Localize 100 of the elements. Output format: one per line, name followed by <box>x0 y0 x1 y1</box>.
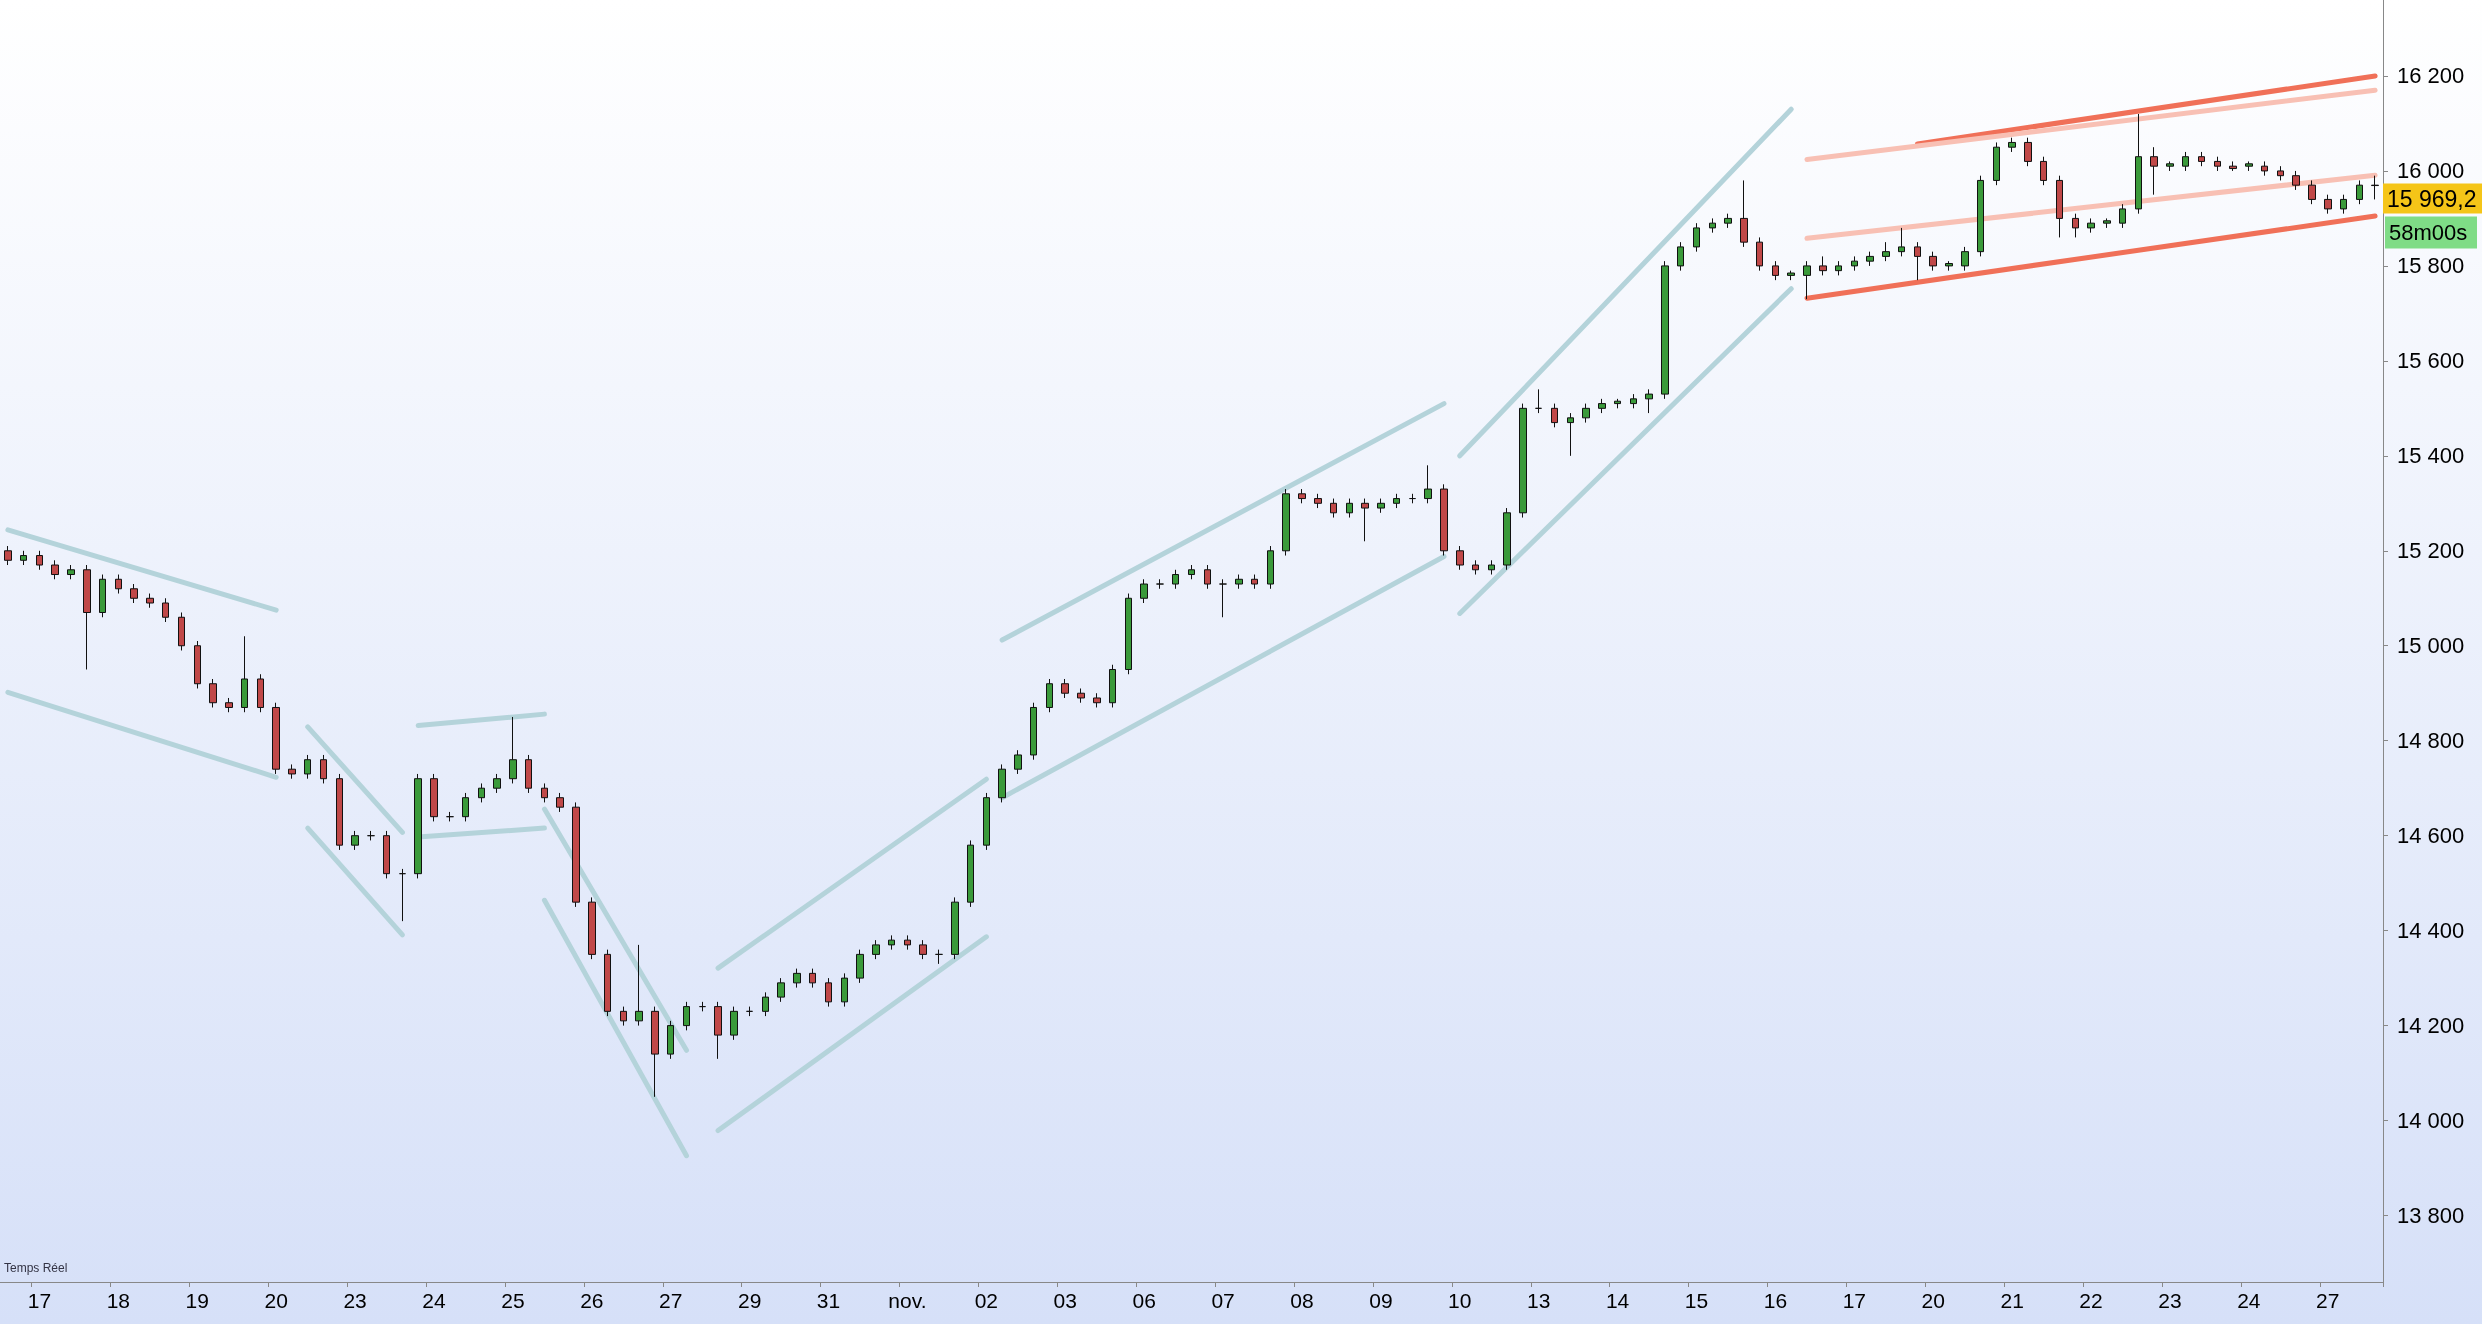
candlestick <box>651 1006 659 1098</box>
candlestick <box>2119 203 2126 229</box>
candlestick <box>1756 236 1763 272</box>
candlestick <box>2072 213 2079 238</box>
x-tick-label: 03 <box>1053 1289 1077 1312</box>
candlestick <box>935 949 943 965</box>
x-tick-label: 25 <box>501 1289 525 1312</box>
candlestick <box>2292 170 2300 191</box>
candlestick <box>1125 593 1132 675</box>
candlestick <box>1835 260 1842 276</box>
candlestick <box>2261 160 2268 177</box>
candlestick <box>2308 179 2316 205</box>
candlestick <box>1267 545 1274 590</box>
y-tick-label: 14 400 <box>2397 918 2465 944</box>
candlestick <box>2340 194 2347 215</box>
candlestick <box>1724 213 1732 229</box>
candlestick <box>762 991 769 1017</box>
x-tick-label: 19 <box>185 1289 209 1312</box>
candlestick <box>2198 151 2205 167</box>
candlestick <box>51 559 59 580</box>
candlestick <box>1819 255 1827 276</box>
x-tick-label: 16 <box>1763 1289 1788 1312</box>
candlestick <box>194 640 201 689</box>
candlestick <box>414 773 422 879</box>
candlestick <box>130 583 138 604</box>
candlestick <box>446 811 454 822</box>
candlestick <box>1677 241 1684 272</box>
candlestick <box>1188 564 1195 580</box>
candlestick <box>478 782 485 803</box>
candlestick <box>336 773 343 851</box>
candlestick <box>99 574 106 618</box>
candlestick <box>367 830 375 841</box>
text: 58m00s <box>2389 220 2468 246</box>
candlestick <box>1014 749 1022 775</box>
candlestick <box>1346 498 1353 519</box>
x-tick-label: 29 <box>737 1289 762 1312</box>
candlestick <box>2056 175 2063 238</box>
x-tick-label: 18 <box>106 1289 131 1312</box>
candlestick <box>1851 255 1858 272</box>
candlestick <box>730 1006 738 1041</box>
candlestick <box>1393 493 1400 509</box>
candlestick <box>2371 175 2379 200</box>
candlestick <box>1661 260 1669 400</box>
candlestick <box>1235 574 1243 590</box>
candlestick <box>1582 403 1590 424</box>
x-tick-label: 23 <box>2158 1289 2182 1312</box>
y-tick-label: 15 200 <box>2397 538 2465 564</box>
candlestick <box>1109 664 1116 708</box>
candlestick <box>683 1001 690 1031</box>
candlestick <box>2245 160 2253 172</box>
candlestick <box>430 773 438 822</box>
candlestick <box>2277 165 2284 181</box>
x-tick-label: 08 <box>1290 1289 1314 1312</box>
candlestick <box>493 773 501 794</box>
candlestick <box>2087 217 2095 234</box>
candlestick <box>1330 498 1337 519</box>
candlestick <box>1409 493 1416 504</box>
candlestick <box>225 697 233 713</box>
candlestick <box>572 801 580 908</box>
candlestick <box>1093 692 1101 708</box>
candlestick <box>1772 260 1779 281</box>
candlestick <box>115 574 122 595</box>
candlestick <box>462 792 469 822</box>
candlestick <box>1314 493 1322 509</box>
candlestick <box>2166 160 2174 172</box>
candlestick <box>2008 137 2016 153</box>
candlestick <box>1740 179 1748 248</box>
x-tick-label: 02 <box>974 1289 999 1312</box>
candlestick <box>2103 217 2111 229</box>
candlestick <box>20 550 27 566</box>
candlestick <box>1440 483 1448 557</box>
candlestick <box>1488 559 1495 576</box>
candlestick <box>1630 393 1637 409</box>
candlestick <box>2356 179 2363 205</box>
x-tick-label: 24 <box>422 1289 446 1312</box>
candlestick <box>1551 403 1558 428</box>
candlestick <box>1172 569 1179 590</box>
candlestick <box>320 754 327 784</box>
candlestick <box>825 977 832 1008</box>
candlestick <box>1456 545 1464 571</box>
candlestick <box>1693 222 1700 253</box>
x-tick-label: 14 <box>1605 1289 1630 1312</box>
x-tick-label: 15 <box>1684 1289 1709 1312</box>
candlestick <box>793 968 801 989</box>
candlestick <box>1803 260 1811 300</box>
candlestick <box>1251 574 1258 590</box>
y-tick-label: 14 000 <box>2397 1108 2465 1134</box>
x-tick-label: 21 <box>2000 1289 2024 1312</box>
candlestick <box>2024 137 2032 167</box>
candlestick <box>998 763 1006 803</box>
candlestick <box>1645 388 1653 414</box>
x-tick-label: 17 <box>27 1289 52 1312</box>
candlestick <box>951 896 959 960</box>
candlestick <box>146 593 154 609</box>
candlestick <box>241 635 248 713</box>
x-tick-label: 26 <box>580 1289 604 1312</box>
x-tick-label: 13 <box>1527 1289 1551 1312</box>
y-tick-label: 14 200 <box>2397 1013 2465 1039</box>
candlestick <box>2324 194 2332 215</box>
candlestick <box>383 830 390 879</box>
